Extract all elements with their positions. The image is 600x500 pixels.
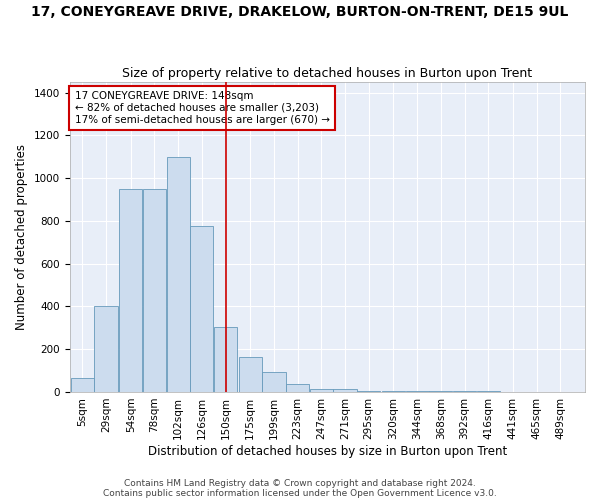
Y-axis label: Number of detached properties: Number of detached properties: [15, 144, 28, 330]
Bar: [239, 356, 262, 392]
Text: 17, CONEYGREAVE DRIVE, DRAKELOW, BURTON-ON-TRENT, DE15 9UL: 17, CONEYGREAVE DRIVE, DRAKELOW, BURTON-…: [31, 5, 569, 19]
Bar: [190, 226, 214, 392]
Bar: [382, 391, 405, 392]
Bar: [214, 327, 237, 392]
Bar: [94, 306, 118, 392]
Bar: [286, 384, 309, 392]
Bar: [119, 189, 142, 392]
Text: Contains public sector information licensed under the Open Government Licence v3: Contains public sector information licen…: [103, 488, 497, 498]
Bar: [357, 391, 380, 392]
Title: Size of property relative to detached houses in Burton upon Trent: Size of property relative to detached ho…: [122, 66, 532, 80]
Bar: [262, 372, 286, 392]
Text: 17 CONEYGREAVE DRIVE: 148sqm
← 82% of detached houses are smaller (3,203)
17% of: 17 CONEYGREAVE DRIVE: 148sqm ← 82% of de…: [74, 92, 329, 124]
Bar: [334, 389, 356, 392]
Bar: [71, 378, 94, 392]
Bar: [167, 157, 190, 392]
Bar: [310, 389, 333, 392]
X-axis label: Distribution of detached houses by size in Burton upon Trent: Distribution of detached houses by size …: [148, 444, 507, 458]
Bar: [406, 391, 429, 392]
Bar: [143, 189, 166, 392]
Bar: [429, 391, 452, 392]
Text: Contains HM Land Registry data © Crown copyright and database right 2024.: Contains HM Land Registry data © Crown c…: [124, 478, 476, 488]
